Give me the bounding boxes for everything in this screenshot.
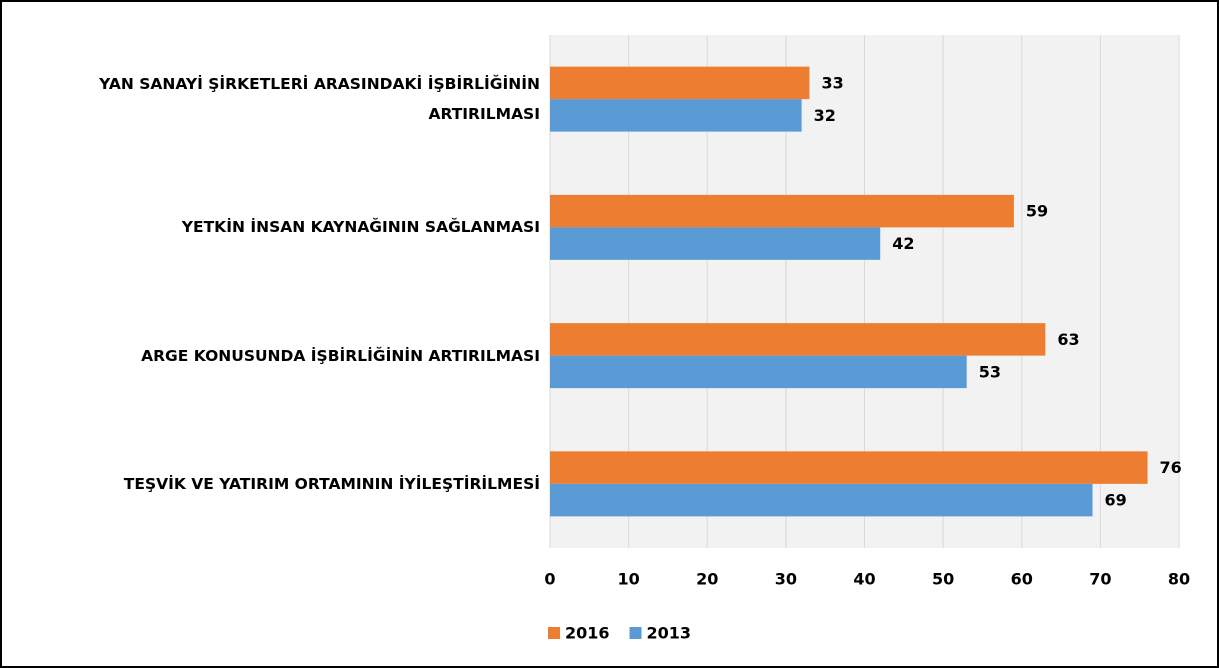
bar [550,227,881,260]
value-label: 76 [1160,458,1182,477]
category-label: YETKİN İNSAN KAYNAĞININ SAĞLANMASI [181,218,540,237]
x-tick-label: 20 [696,570,718,589]
value-label: 59 [1026,202,1048,221]
value-label: 33 [821,73,843,92]
category-label: TEŞVİK VE YATIRIM ORTAMININ İYİLEŞTİRİLM… [123,474,540,493]
bar [550,66,810,100]
x-tick-label: 70 [1089,570,1111,589]
x-tick-label: 40 [853,570,875,589]
value-label: 63 [1057,330,1079,349]
category-label: YAN SANAYİ ŞİRKETLERİ ARASINDAKİ İŞBİRLİ… [99,75,540,124]
bar [550,99,802,132]
category-label: ARGE KONUSUNDA İŞBİRLİĞİNİN ARTIRILMASI [141,346,540,365]
value-label: 53 [979,362,1001,381]
bar [550,194,1014,228]
value-label: 32 [814,106,836,125]
bar [550,323,1046,356]
value-label: 42 [892,234,914,253]
legend-swatch [629,627,642,639]
x-tick-label: 50 [932,570,954,589]
value-label: 69 [1105,491,1127,510]
bar [550,355,967,389]
bar [550,483,1093,517]
legend-swatch [548,627,560,639]
legend-label: 2016 [565,624,610,643]
x-tick-label: 60 [1011,570,1033,589]
legend-label: 2013 [647,624,692,643]
x-tick-label: 30 [775,570,797,589]
x-tick-label: 80 [1168,570,1190,589]
x-tick-label: 0 [544,570,555,589]
x-tick-label: 10 [617,570,639,589]
bar [550,451,1148,484]
